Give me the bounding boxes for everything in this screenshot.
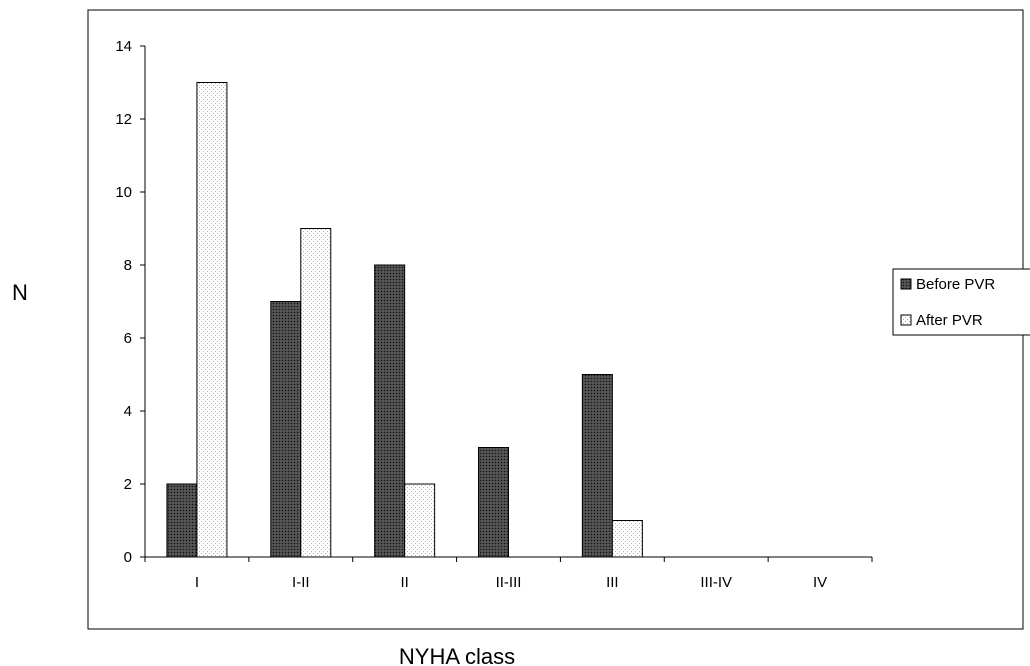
y-tick-label: 10 [115, 184, 132, 201]
bar-before-pvr [581, 374, 613, 558]
y-axis-title: N [12, 280, 28, 305]
x-tick-label: III-IV [700, 574, 732, 591]
y-tick-label: 14 [115, 38, 132, 55]
legend-swatch-before [900, 278, 912, 290]
x-axis-title: NYHA class [399, 644, 515, 666]
bar-after-pvr [196, 82, 228, 558]
bar-after-pvr [611, 520, 643, 558]
bar-before-pvr [374, 264, 406, 558]
y-axis: 0 2 4 6 8 10 12 14 [115, 38, 146, 566]
x-tick-label: I [195, 574, 199, 591]
bar-after-pvr [404, 483, 436, 558]
y-tick-label: 4 [124, 403, 132, 420]
x-axis: I I-II II II-III III III-IV IV [144, 556, 873, 591]
x-tick-label: II [400, 574, 408, 591]
bar-before-pvr [270, 301, 302, 558]
y-tick-label: 6 [124, 330, 132, 347]
bar-after-pvr [300, 228, 332, 558]
x-tick-label: II-III [496, 574, 522, 591]
y-tick-label: 2 [124, 476, 132, 493]
bar-before-pvr [478, 447, 509, 558]
x-tick-label: I-II [292, 574, 310, 591]
y-tick-label: 12 [115, 111, 132, 128]
y-tick-label: 0 [124, 549, 132, 566]
x-tick-label: III [606, 574, 619, 591]
x-tick-label: IV [813, 574, 827, 591]
y-tick-label: 8 [124, 257, 132, 274]
bars-group [166, 82, 643, 558]
legend: Before PVR After PVR [892, 268, 1030, 336]
legend-label-after: After PVR [916, 312, 983, 329]
bar-before-pvr [166, 483, 198, 558]
legend-label-before: Before PVR [916, 276, 995, 293]
legend-swatch-after [900, 314, 912, 326]
plot-frame [87, 9, 1024, 630]
legend-box [892, 268, 1030, 336]
